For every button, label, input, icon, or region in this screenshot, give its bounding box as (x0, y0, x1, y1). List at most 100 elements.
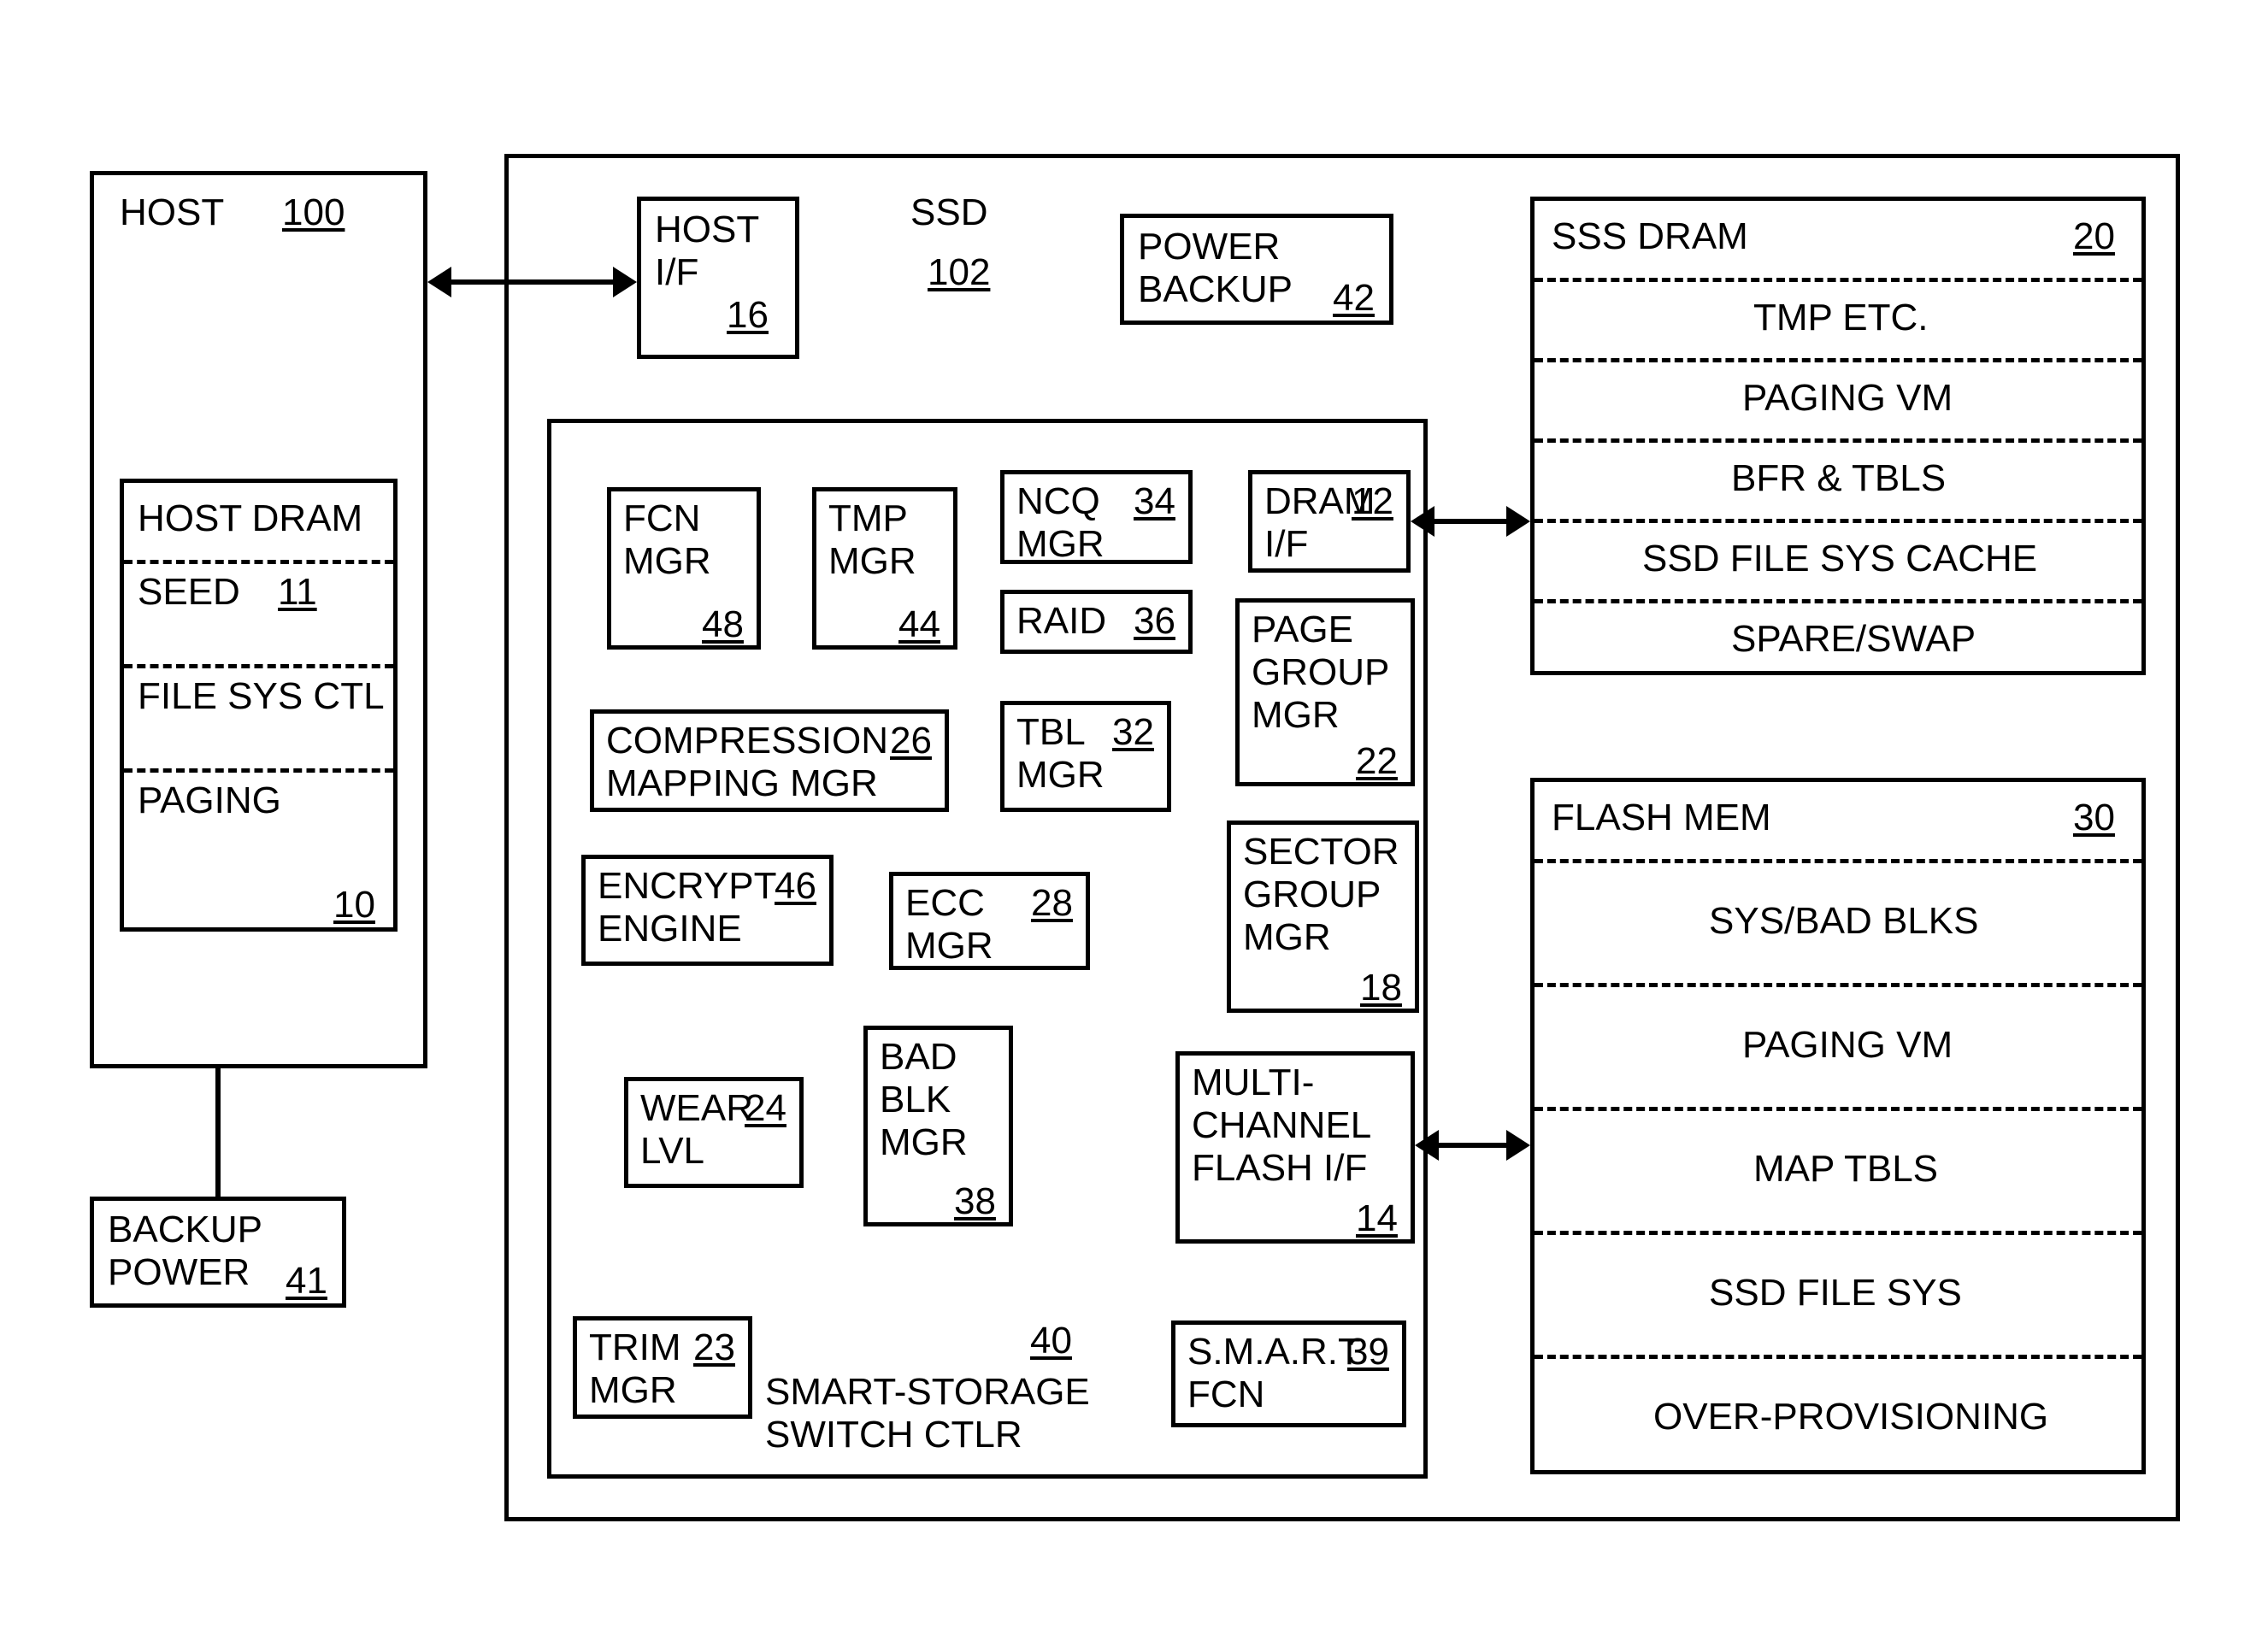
encrypt-label: ENGINE (598, 909, 742, 950)
host-if-label: HOST (655, 209, 759, 250)
smart-fcn-num: 39 (1347, 1332, 1389, 1373)
multi-ch-box: MULTI-CHANNELFLASH I/F 14 (1175, 1051, 1415, 1244)
flash-mem-header-num: 30 (2073, 797, 2115, 838)
sss-dram-row: SSD FILE SYS CACHE (1642, 538, 2037, 579)
ncq-mgr-box: NCQMGR 34 (1000, 470, 1193, 564)
ecc-mgr-num: 28 (1031, 883, 1073, 924)
tbl-mgr-box: TBLMGR32 (1000, 701, 1171, 812)
encrypt-num: 46 (775, 866, 816, 907)
host-dram-row: SEED (138, 572, 240, 613)
bad-blk-num: 38 (954, 1181, 996, 1222)
sss-dram-row: TMP ETC. (1753, 297, 1929, 338)
page-grp-box: PAGEGROUPMGR 22 (1235, 598, 1415, 786)
comp-map-box: COMPRESSIONMAPPING MGR26 (590, 709, 949, 812)
ecc-mgr-label: ECC (905, 883, 985, 924)
dram-if-label: I/F (1264, 524, 1308, 565)
ncq-mgr-num: 34 (1134, 481, 1175, 522)
sect-grp-label: SECTOR (1243, 832, 1399, 873)
trim-mgr-box: TRIMMGR 23 (573, 1316, 752, 1419)
ncq-mgr-label: MGR (1016, 524, 1105, 565)
host-dram-row: PAGING (138, 780, 281, 821)
fcn-mgr-label: FCN (623, 498, 700, 539)
flash-mem-header: FLASH MEM (1552, 797, 1771, 838)
host-title: HOST (120, 192, 224, 233)
tbl-mgr-label: TBL (1016, 712, 1086, 753)
bad-blk-label: MGR (880, 1122, 968, 1163)
sect-grp-box: SECTORGROUPMGR 18 (1227, 820, 1419, 1013)
sss-dram-row: PAGING VM (1742, 378, 1953, 419)
raid-num: 36 (1134, 601, 1175, 642)
ncq-mgr-label: NCQ (1016, 481, 1100, 522)
sect-grp-num: 18 (1360, 968, 1402, 1009)
tmp-mgr-box: TMPMGR 44 (812, 487, 957, 650)
backup-power-label: POWER (108, 1252, 250, 1293)
host-if-box: HOSTI/F16 (637, 197, 799, 359)
trim-mgr-label: TRIM (589, 1327, 681, 1368)
sss-dram-row: BFR & TBLS (1731, 458, 1946, 499)
tmp-mgr-label: TMP (828, 498, 908, 539)
sect-grp-label: GROUP (1243, 874, 1381, 915)
power-backup-label: POWER (1138, 226, 1280, 268)
smart-fcn-box: S.M.A.R.TFCN 39 (1171, 1320, 1406, 1427)
multi-ch-label: FLASH I/F (1192, 1148, 1367, 1189)
flash-mem-row: PAGING VM (1742, 1025, 1953, 1066)
smart-fcn-label: S.M.A.R.T (1187, 1332, 1361, 1373)
backup-power-label: BACKUP (108, 1209, 262, 1250)
host-dram-box: HOST DRAMSEED11FILE SYS CTLPAGING10 (120, 479, 398, 932)
bad-blk-box: BADBLKMGR 38 (863, 1026, 1013, 1226)
flash-mem-row: SSD FILE SYS (1709, 1273, 1962, 1314)
tmp-mgr-num: 44 (898, 604, 940, 645)
flash-mem-row: MAP TBLS (1753, 1149, 1938, 1190)
ctlr-num: 40 (1030, 1320, 1072, 1362)
trim-mgr-label: MGR (589, 1370, 677, 1411)
comp-map-label: COMPRESSION (606, 721, 888, 762)
tbl-mgr-num: 32 (1112, 712, 1154, 753)
dram-if-box: DRAMI/F12 (1248, 470, 1411, 573)
multi-ch-label: CHANNEL (1192, 1105, 1371, 1146)
wear-lvl-label: WEAR (640, 1088, 753, 1129)
ctlr-title: SMART-STORAGE (765, 1372, 1090, 1413)
bad-blk-label: BAD (880, 1037, 957, 1078)
raid-box: RAID36 (1000, 590, 1193, 654)
page-grp-label: PAGE (1252, 609, 1353, 650)
tmp-mgr-label: MGR (828, 541, 916, 582)
backup-power-num: 41 (286, 1261, 327, 1302)
wear-lvl-box: WEARLVL 24 (624, 1077, 804, 1188)
flash-mem-row: OVER-PROVISIONING (1653, 1397, 2048, 1438)
power-backup-num: 42 (1333, 278, 1375, 319)
trim-mgr-num: 23 (693, 1327, 735, 1368)
smart-fcn-label: FCN (1187, 1374, 1264, 1415)
sss-dram-row: SPARE/SWAP (1731, 619, 1976, 660)
ecc-mgr-label: MGR (905, 926, 993, 967)
flash-mem-box: FLASH MEM 30 SYS/BAD BLKS PAGING VM MAP TBLS… (1530, 778, 2146, 1474)
host-if-num: 16 (727, 295, 769, 336)
dram-if-num: 12 (1352, 481, 1393, 522)
multi-ch-label: MULTI- (1192, 1062, 1314, 1103)
power-backup-label: BACKUP (1138, 269, 1293, 310)
backup-power-box: BACKUPPOWER 41 (90, 1197, 346, 1308)
wear-lvl-label: LVL (640, 1131, 704, 1172)
page-grp-label: MGR (1252, 695, 1340, 736)
sss-dram-box: SSS DRAM20TMP ETC.PAGING VMBFR & TBLSSSD… (1530, 197, 2146, 675)
page-grp-label: GROUP (1252, 652, 1389, 693)
encrypt-box: ENCRYPTENGINE 46 (581, 855, 834, 966)
host-dram-row: FILE SYS CTL (138, 676, 385, 717)
tbl-mgr-label: MGR (1016, 755, 1105, 796)
fcn-mgr-label: MGR (623, 541, 711, 582)
comp-map-num: 26 (890, 721, 932, 762)
ecc-mgr-box: ECCMGR 28 (889, 872, 1090, 970)
bad-blk-label: BLK (880, 1079, 951, 1120)
host-num: 100 (282, 192, 345, 233)
fcn-mgr-box: FCNMGR 48 (607, 487, 761, 650)
encrypt-label: ENCRYPT (598, 866, 776, 907)
sect-grp-label: MGR (1243, 917, 1331, 958)
sss-dram-header: SSS DRAM (1552, 216, 1748, 257)
flash-mem-row: SYS/BAD BLKS (1709, 901, 1978, 942)
host-dram-trailing-num: 10 (333, 885, 375, 926)
fcn-mgr-num: 48 (702, 604, 744, 645)
ssd-num: 102 (928, 252, 990, 293)
host-dram-header: HOST DRAM (138, 498, 362, 539)
wear-lvl-num: 24 (745, 1088, 786, 1129)
multi-ch-num: 14 (1356, 1198, 1398, 1239)
page-grp-num: 22 (1356, 741, 1398, 782)
